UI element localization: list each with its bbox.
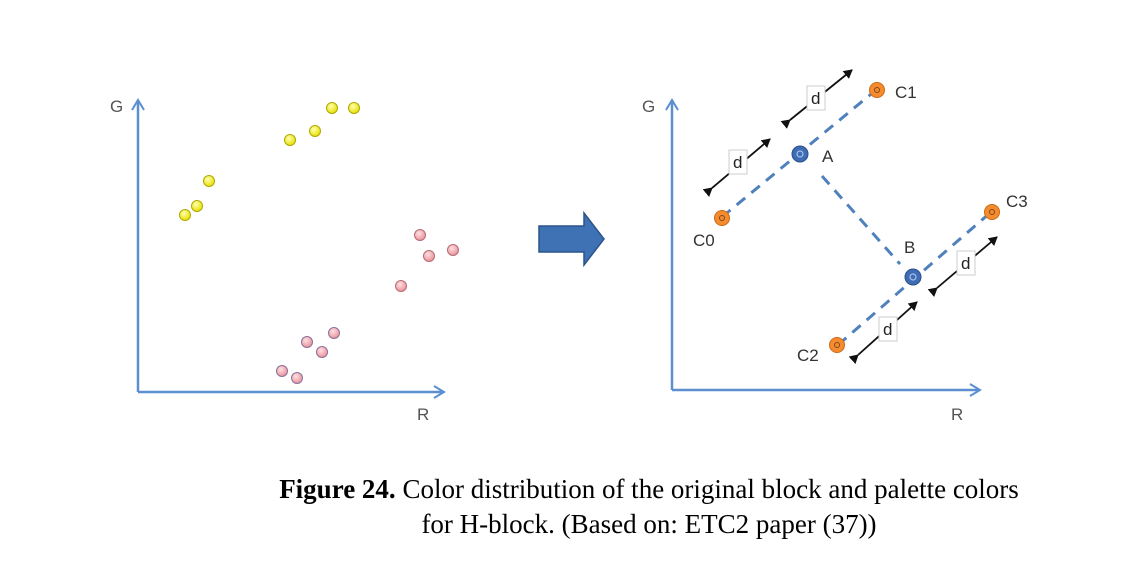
point-c1: [869, 82, 885, 98]
yellow-point-cluster: [179, 102, 360, 221]
pink-point: [316, 346, 328, 358]
dashed-connectors: [721, 88, 992, 347]
yellow-point: [284, 134, 296, 146]
distance-labels: d d d d: [728, 85, 976, 342]
figure-caption: Figure 24. Color distribution of the ori…: [190, 472, 1108, 542]
label-c2: C2: [797, 346, 819, 365]
transform-arrow-icon: [538, 210, 605, 268]
yellow-point: [326, 102, 338, 114]
pink-point: [423, 250, 435, 262]
distance-label: d: [811, 89, 820, 108]
left-x-axis-label: R: [417, 405, 429, 424]
label-c3: C3: [1006, 192, 1028, 211]
left-y-axis-label: G: [110, 97, 123, 116]
point-c0: [714, 210, 730, 226]
point-a: [791, 145, 809, 163]
right-panel: G R d d d d: [642, 69, 1028, 424]
label-c0: C0: [693, 231, 715, 250]
label-c1: C1: [895, 83, 917, 102]
pink-point-cluster-upper: [395, 229, 459, 292]
distance-label: d: [961, 254, 970, 273]
point-c2: [829, 337, 845, 353]
yellow-point: [179, 209, 191, 221]
caption-line-2: for H-block. (Based on: ETC2 paper (37)): [421, 509, 877, 539]
label-a: A: [822, 147, 834, 166]
yellow-point: [309, 125, 321, 137]
point-b: [904, 268, 922, 286]
pink-point: [328, 327, 340, 339]
caption-line-1: Figure 24. Color distribution of the ori…: [190, 472, 1108, 507]
pink-point: [301, 336, 313, 348]
pink-point: [276, 365, 288, 377]
distance-label: d: [733, 153, 742, 172]
distance-label: d: [883, 320, 892, 339]
line-a-b: [820, 175, 902, 265]
base-points: [791, 145, 922, 286]
yellow-point: [348, 102, 360, 114]
caption-label: Figure 24.: [279, 474, 396, 504]
pink-point: [447, 244, 459, 256]
yellow-point: [203, 175, 215, 187]
right-y-axis-label: G: [642, 97, 655, 116]
pink-point: [395, 280, 407, 292]
palette-points: [714, 82, 1000, 353]
label-b: B: [904, 238, 915, 257]
left-panel: G R: [110, 97, 459, 424]
pink-point-cluster-lower: [276, 327, 340, 384]
point-c3: [984, 204, 1000, 220]
caption-text-1: Color distribution of the original block…: [402, 474, 1019, 504]
yellow-point: [191, 200, 203, 212]
right-x-axis-label: R: [951, 405, 963, 424]
pink-point: [414, 229, 426, 241]
pink-point: [291, 372, 303, 384]
